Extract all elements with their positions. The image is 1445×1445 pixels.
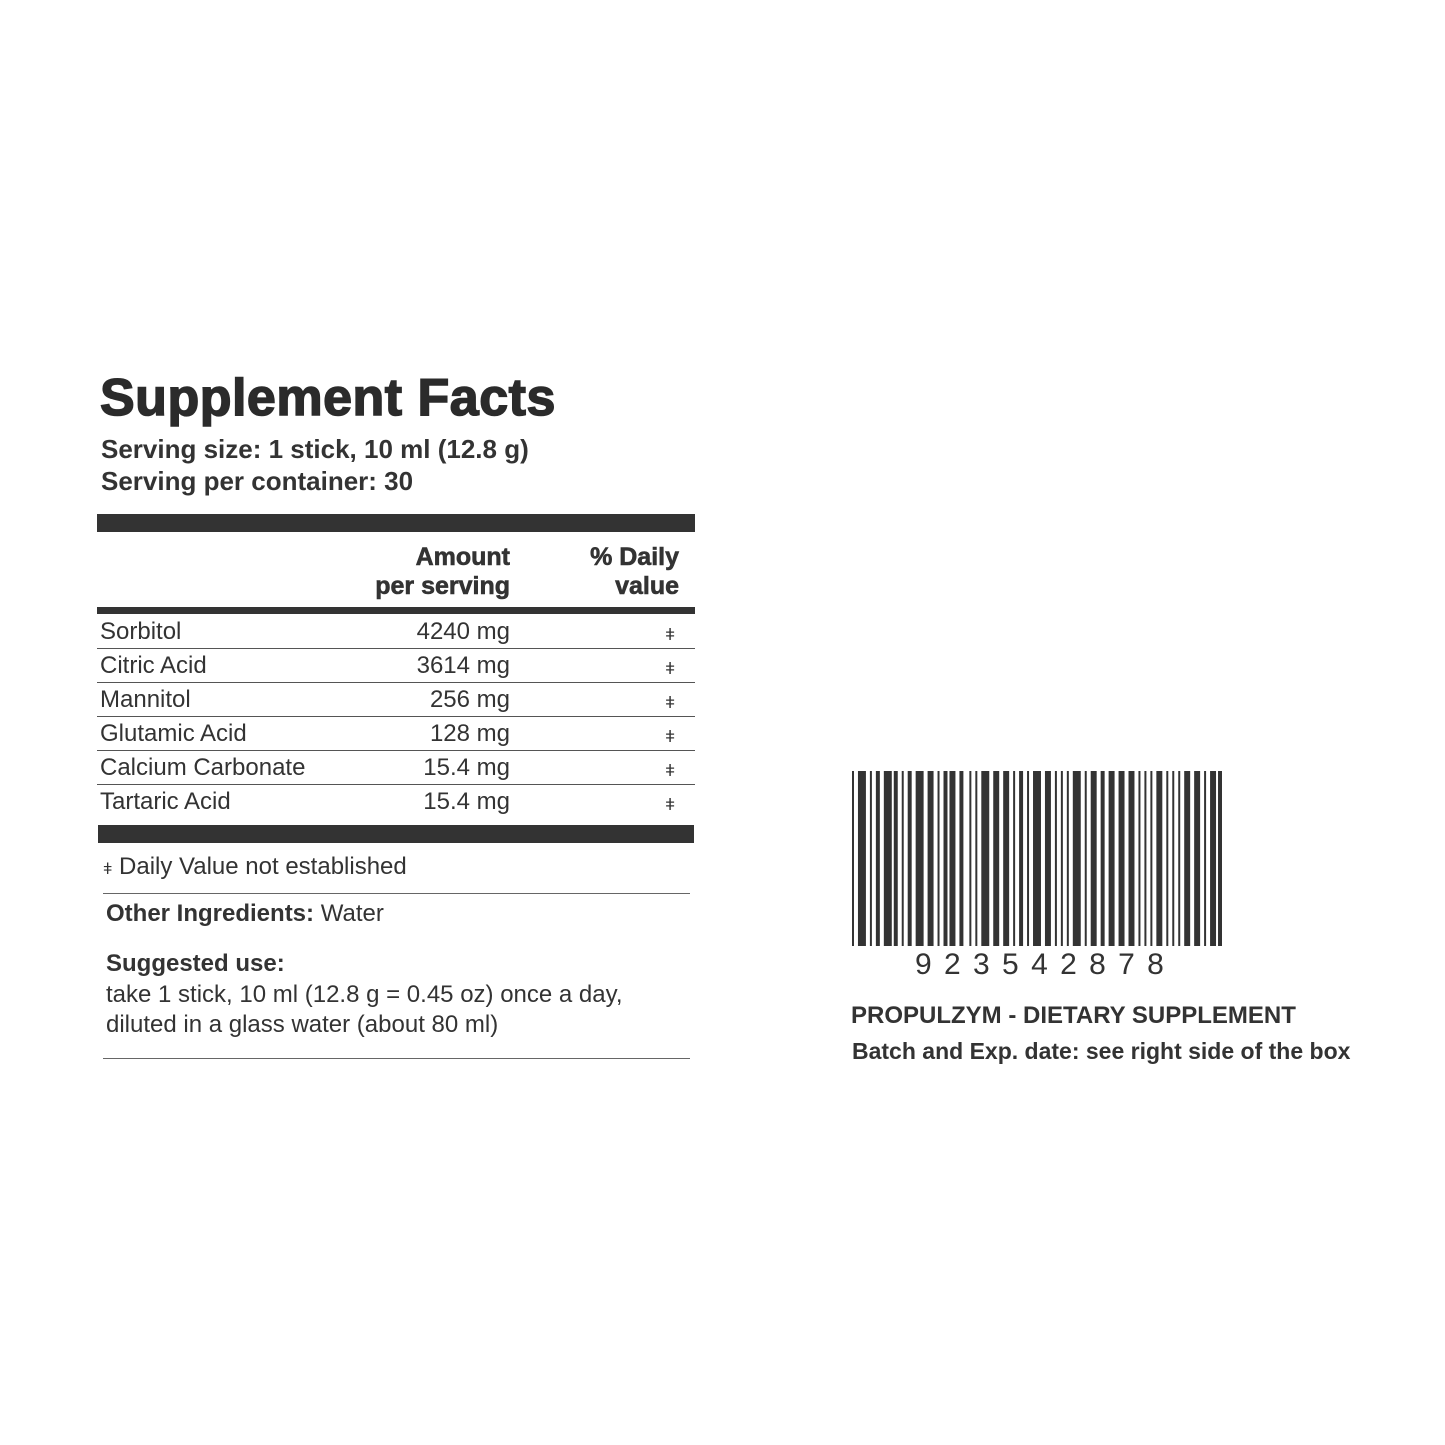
- barcode-bar: [1090, 771, 1097, 946]
- ingredient-name: Glutamic Acid: [100, 720, 247, 747]
- ingredient-amount: 4240 mg: [416, 618, 510, 645]
- suggested-use-line1: take 1 stick, 10 ml (12.8 g = 0.45 oz) o…: [106, 981, 623, 1008]
- barcode-bar: [1060, 771, 1063, 946]
- dagger-symbol: ǂ: [103, 861, 113, 878]
- header-divider: [97, 607, 695, 614]
- daily-value-dagger: ǂ: [665, 795, 675, 814]
- header-amount-line2: per serving: [375, 572, 510, 601]
- barcode-bar: [1166, 771, 1169, 946]
- table-row: Glutamic Acid 128 mg ǂ: [97, 717, 695, 751]
- daily-value-dagger: ǂ: [665, 693, 675, 712]
- divider-line: [103, 1058, 690, 1059]
- barcode-bar: [1218, 771, 1222, 946]
- barcode-bar: [969, 771, 972, 946]
- barcode-bar: [993, 771, 1000, 946]
- barcode-bar: [1027, 771, 1030, 946]
- barcode-bar: [937, 771, 940, 946]
- footnote-text: Daily Value not established: [119, 853, 407, 880]
- barcode-bar: [1184, 771, 1191, 946]
- ingredient-name: Citric Acid: [100, 652, 207, 679]
- barcode-bar: [981, 771, 990, 946]
- product-line: PROPULZYM - DIETARY SUPPLEMENT: [851, 1002, 1296, 1029]
- barcode-bar: [949, 771, 956, 946]
- barcode-bar: [1066, 771, 1069, 946]
- batch-line: Batch and Exp. date: see right side of t…: [852, 1038, 1351, 1064]
- barcode-bar: [959, 771, 964, 946]
- barcode-bar: [1156, 771, 1163, 946]
- servings-per-container: Serving per container: 30: [101, 466, 414, 496]
- header-daily-value: % Daily value: [540, 543, 680, 601]
- barcode-number: 9 2 3 5 4 2 8 7 8: [915, 948, 1166, 981]
- barcode-bar: [975, 771, 978, 946]
- ingredient-amount: 15.4 mg: [423, 788, 510, 815]
- barcode-bar: [1128, 771, 1135, 946]
- header-amount-line1: Amount: [415, 543, 510, 572]
- daily-value-dagger: ǂ: [665, 761, 675, 780]
- daily-value-dagger: ǂ: [665, 659, 675, 678]
- barcode-bar: [1013, 771, 1016, 946]
- barcode-bar: [1003, 771, 1010, 946]
- barcode-bar: [893, 771, 898, 946]
- ingredient-name: Calcium Carbonate: [100, 754, 306, 781]
- suggested-use-label: Suggested use:: [106, 950, 285, 977]
- barcode-bar: [869, 771, 872, 946]
- suggested-use-line2: diluted in a glass water (about 80 ml): [106, 1011, 499, 1038]
- table-row: Sorbitol 4240 mg ǂ: [97, 615, 695, 649]
- barcode-bar: [1108, 771, 1115, 946]
- barcode-bar: [927, 771, 934, 946]
- ingredient-name: Mannitol: [100, 686, 191, 713]
- barcode-bar: [883, 771, 892, 946]
- header-dv-line2: value: [615, 572, 680, 601]
- table-row: Citric Acid 3614 mg ǂ: [97, 649, 695, 683]
- other-ingredients: Other Ingredients: Water: [106, 900, 384, 928]
- barcode-bar: [1150, 771, 1153, 946]
- other-ingredients-label: Other Ingredients:: [106, 900, 315, 927]
- barcode-bar: [875, 771, 880, 946]
- top-divider-bar: [97, 514, 695, 532]
- barcode-bar: [901, 771, 904, 946]
- barcode-bar: [1100, 771, 1105, 946]
- page-title: Supplement Facts: [99, 368, 556, 428]
- barcode-bar: [852, 771, 854, 946]
- daily-value-dagger: ǂ: [665, 727, 675, 746]
- barcode-bar: [1172, 771, 1175, 946]
- barcode-bar: [1138, 771, 1141, 946]
- bottom-divider-bar: [98, 825, 694, 843]
- barcode-bar: [1194, 771, 1201, 946]
- daily-value-dagger: ǂ: [665, 625, 675, 644]
- barcode-bar: [915, 771, 924, 946]
- barcode-bar: [857, 771, 866, 946]
- barcode-bar: [1072, 771, 1081, 946]
- ingredient-amount: 3614 mg: [416, 652, 510, 679]
- barcode-bar: [1054, 771, 1057, 946]
- barcode-bar: [943, 771, 948, 946]
- ingredient-amount: 15.4 mg: [423, 754, 510, 781]
- barcode-bar: [1044, 771, 1051, 946]
- footnote: ǂ Daily Value not established: [103, 853, 407, 881]
- barcode-bar: [1210, 771, 1217, 946]
- serving-size: Serving size: 1 stick, 10 ml (12.8 g): [101, 434, 529, 464]
- table-row: Calcium Carbonate 15.4 mg ǂ: [97, 751, 695, 785]
- barcode-bar: [1019, 771, 1024, 946]
- barcode-bar: [1204, 771, 1207, 946]
- barcode-bar: [1144, 771, 1147, 946]
- ingredient-name: Sorbitol: [100, 618, 182, 645]
- table-row: Mannitol 256 mg ǂ: [97, 683, 695, 717]
- barcode-bar: [1178, 771, 1181, 946]
- ingredient-name: Tartaric Acid: [100, 788, 231, 815]
- ingredient-amount: 256 mg: [429, 686, 510, 713]
- other-ingredients-value: Water: [320, 900, 384, 927]
- header-amount: Amount per serving: [300, 543, 510, 601]
- divider-line: [103, 893, 690, 894]
- barcode: [852, 771, 1222, 946]
- header-dv-line1: % Daily: [590, 543, 680, 572]
- barcode-bar: [1084, 771, 1087, 946]
- ingredient-amount: 128 mg: [429, 720, 510, 747]
- barcode-bar: [1118, 771, 1125, 946]
- table-row: Tartaric Acid 15.4 mg ǂ: [97, 785, 695, 819]
- barcode-bar: [1033, 771, 1041, 946]
- barcode-bar: [907, 771, 912, 946]
